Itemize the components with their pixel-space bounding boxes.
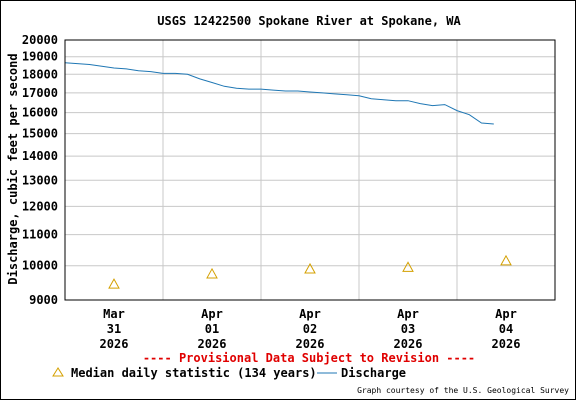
y-tick-label: 20000: [22, 33, 58, 47]
y-tick-labels: 20000 19000 18000 17000 16000 15000 14000 13000…: [22, 33, 58, 307]
median-marker: [304, 262, 316, 274]
provisional-note: ---- Provisional Data Subject to Revisio…: [143, 351, 475, 365]
y-tick-label: 14000: [22, 149, 58, 163]
y-tick-label: 13000: [22, 173, 58, 187]
y-tick-label: 19000: [22, 50, 58, 64]
x-tick-label: Apr: [397, 307, 419, 321]
discharge-line: [64, 62, 494, 125]
y-tick-label: 9000: [29, 293, 58, 307]
y-tick-label: 15000: [22, 127, 58, 141]
y-tick-label: 18000: [22, 67, 58, 81]
x-tick-label: 02: [303, 322, 317, 336]
y-tick-label: 10000: [22, 259, 58, 273]
x-tick-label: 2026: [198, 337, 227, 351]
median-marker: [108, 278, 120, 289]
series-layer: [64, 62, 512, 289]
x-tick-label: Apr: [201, 307, 223, 321]
x-tick-label: 2026: [100, 337, 129, 351]
x-tick-label: Apr: [495, 307, 517, 321]
y-axis-label: Discharge, cubic feet per second: [6, 53, 20, 284]
chart-title: USGS 12422500 Spokane River at Spokane, …: [157, 14, 461, 28]
median-marker: [402, 261, 414, 272]
y-tick-label: 11000: [22, 228, 58, 242]
x-tick-label: 2026: [296, 337, 325, 351]
x-tick-label: 01: [205, 322, 219, 336]
x-tick-label: 2026: [492, 337, 521, 351]
x-tick-label: 04: [499, 322, 513, 336]
median-marker: [206, 267, 218, 279]
x-tick-label: Mar: [103, 307, 125, 321]
x-tick-label: 03: [401, 322, 415, 336]
y-tick-label: 16000: [22, 106, 58, 120]
median-marker: [500, 254, 512, 266]
x-tick-labels: Mar312026Apr012026Apr022026Apr032026Apr0…: [100, 307, 521, 351]
legend: Median daily statistic (134 years) Disch…: [52, 366, 406, 380]
x-tick-label: Apr: [299, 307, 321, 321]
credit-text: Graph courtesy of the U.S. Geological Su…: [357, 386, 569, 395]
legend-median-marker: [52, 367, 64, 377]
legend-discharge-label: Discharge: [341, 366, 406, 380]
plot-border: [64, 39, 556, 301]
legend-median-label: Median daily statistic (134 years): [71, 366, 317, 380]
x-tick-label: 31: [107, 322, 121, 336]
x-tick-label: 2026: [394, 337, 423, 351]
y-tick-label: 17000: [22, 86, 58, 100]
gridlines: [65, 39, 555, 301]
y-tick-label: 12000: [22, 199, 58, 213]
